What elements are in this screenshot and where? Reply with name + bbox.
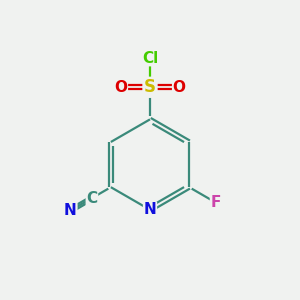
Text: S: S (144, 78, 156, 96)
Text: N: N (64, 203, 77, 218)
Text: Cl: Cl (142, 51, 158, 66)
Text: N: N (144, 202, 156, 217)
Text: C: C (86, 190, 98, 206)
Text: O: O (114, 80, 127, 95)
Text: F: F (211, 195, 221, 210)
Text: O: O (173, 80, 186, 95)
